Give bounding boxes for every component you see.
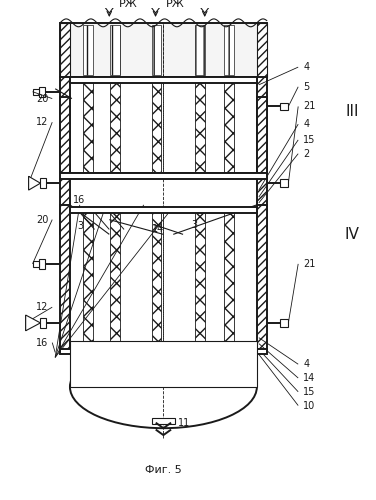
Bar (195, 77, 205, 176)
Bar (257, 23, 267, 77)
Text: 12: 12 (36, 117, 48, 127)
Bar (83, 25, 92, 75)
Bar (41, 318, 46, 328)
Text: 4: 4 (303, 62, 309, 72)
Bar (70, 77, 257, 83)
Bar (33, 89, 39, 94)
Polygon shape (26, 315, 41, 331)
Bar (60, 23, 70, 77)
Bar (33, 261, 39, 267)
Text: 12: 12 (36, 302, 48, 312)
Bar (39, 87, 45, 97)
Bar (257, 205, 267, 352)
Bar (70, 207, 257, 212)
Text: 4: 4 (303, 119, 309, 129)
Text: 3: 3 (78, 222, 84, 232)
Bar (257, 77, 267, 176)
Bar (60, 23, 267, 77)
Text: 16: 16 (73, 195, 85, 205)
Text: Фиг. 5: Фиг. 5 (145, 466, 182, 475)
Bar (224, 25, 234, 75)
Text: III: III (346, 104, 359, 119)
Bar (110, 209, 120, 346)
Bar (60, 350, 267, 354)
Bar (60, 96, 70, 234)
Bar (83, 209, 92, 346)
Bar (60, 205, 70, 352)
Text: 16: 16 (36, 338, 48, 347)
Bar (41, 178, 46, 188)
Bar (280, 102, 288, 110)
Bar (257, 96, 267, 234)
Bar (60, 174, 267, 180)
Text: 14: 14 (152, 224, 164, 234)
Bar (152, 418, 175, 424)
Bar (152, 25, 161, 75)
Text: 11: 11 (178, 418, 190, 428)
Bar (110, 77, 120, 176)
Text: IV: IV (345, 227, 360, 242)
Text: 10: 10 (303, 400, 315, 410)
Text: РЖ: РЖ (118, 0, 137, 9)
Text: 20: 20 (36, 214, 48, 224)
Bar (70, 346, 257, 352)
Text: 5: 5 (303, 82, 309, 92)
Bar (39, 259, 45, 269)
Text: 21: 21 (303, 102, 315, 112)
Bar (152, 77, 161, 176)
Text: 14: 14 (303, 373, 315, 383)
Bar (195, 209, 205, 346)
Bar (60, 77, 70, 176)
Text: 20: 20 (36, 94, 48, 104)
Bar (110, 25, 120, 75)
Text: 3: 3 (191, 220, 197, 230)
Bar (224, 77, 234, 176)
Bar (195, 25, 205, 75)
Bar (83, 77, 92, 176)
Text: 21: 21 (303, 259, 315, 269)
Text: 15: 15 (303, 135, 315, 145)
Bar (280, 319, 288, 327)
Bar (280, 180, 288, 187)
Polygon shape (29, 176, 41, 190)
Text: 2: 2 (303, 148, 309, 158)
Text: 4: 4 (303, 359, 309, 369)
Text: 15: 15 (303, 387, 315, 397)
Bar (70, 340, 257, 387)
Text: РЖ: РЖ (166, 0, 185, 9)
Bar (224, 209, 234, 346)
Ellipse shape (70, 346, 257, 428)
Bar (152, 209, 161, 346)
